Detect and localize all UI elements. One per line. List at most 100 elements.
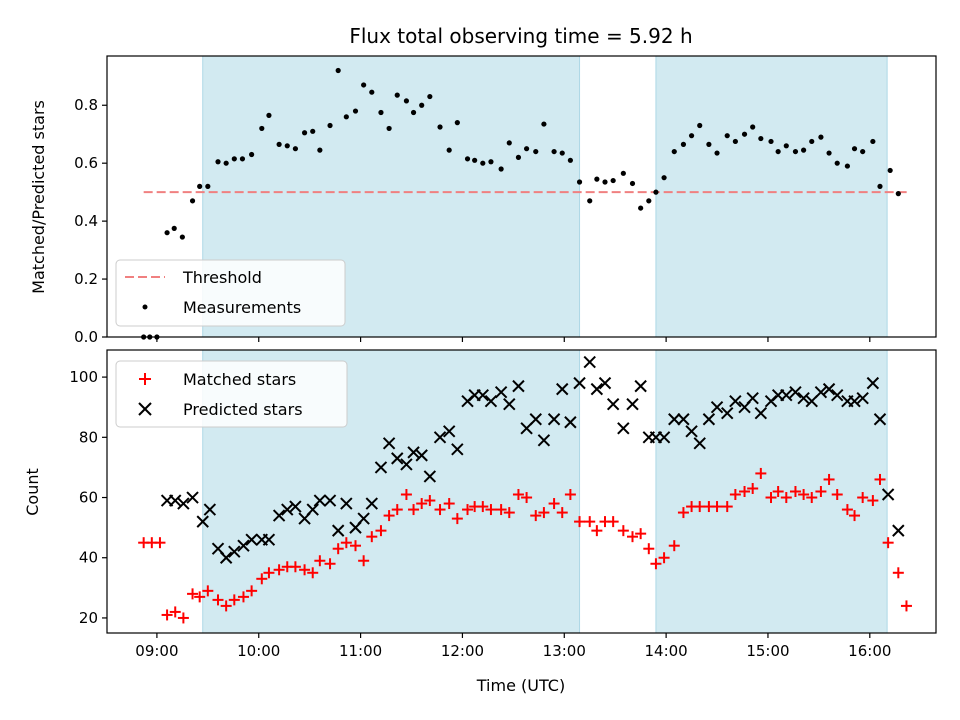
matched-point bbox=[564, 489, 576, 501]
predicted-point bbox=[693, 437, 706, 450]
bottom-legend: Matched stars Predicted stars bbox=[115, 360, 348, 428]
measurement-point bbox=[533, 148, 539, 155]
bottom-legend-box bbox=[115, 360, 348, 428]
matched-point bbox=[823, 473, 835, 485]
measurement-point bbox=[792, 148, 799, 155]
predicted-point bbox=[564, 416, 577, 429]
y-tick-label: 0.8 bbox=[74, 96, 98, 114]
matched-point bbox=[314, 555, 326, 567]
predicted-point bbox=[357, 512, 370, 525]
measurement-point bbox=[276, 141, 282, 147]
predicted-point bbox=[400, 458, 413, 471]
predicted-point bbox=[313, 494, 327, 507]
measurement-point bbox=[877, 183, 883, 189]
matched-point bbox=[462, 504, 474, 516]
measurement-point bbox=[844, 163, 850, 169]
measurement-point bbox=[541, 121, 547, 127]
matched-point bbox=[627, 531, 639, 543]
predicted-point bbox=[340, 497, 353, 510]
predicted-point bbox=[702, 413, 716, 426]
measurement-point bbox=[818, 134, 824, 140]
matched-point bbox=[841, 504, 853, 516]
matched-point bbox=[324, 558, 336, 570]
matched-point bbox=[273, 564, 285, 576]
measurement-point bbox=[834, 160, 840, 166]
predicted-point bbox=[657, 431, 671, 444]
matched-point bbox=[815, 486, 827, 497]
predicted-point bbox=[382, 437, 396, 450]
top-legend-box bbox=[115, 259, 346, 327]
measurement-point bbox=[706, 141, 712, 147]
matched-point bbox=[617, 525, 629, 537]
predicted-point bbox=[262, 533, 276, 546]
y-tick-label: 0.4 bbox=[74, 212, 98, 230]
y-tick-label: 40 bbox=[79, 549, 98, 567]
predicted-point bbox=[289, 500, 302, 513]
measurement-point bbox=[629, 180, 636, 187]
predicted-point bbox=[598, 376, 612, 390]
measurement-point bbox=[410, 109, 417, 116]
predicted-point bbox=[754, 407, 768, 420]
matched-point bbox=[789, 486, 801, 497]
measurement-point bbox=[506, 140, 512, 146]
matched-point bbox=[375, 525, 387, 537]
measurement-point bbox=[587, 198, 593, 204]
matched-point bbox=[194, 591, 206, 603]
predicted-point bbox=[451, 443, 464, 456]
measurement-point bbox=[239, 156, 246, 162]
matched-point bbox=[161, 609, 173, 621]
x-tick-label: 10:00 bbox=[237, 642, 280, 660]
predicted-point bbox=[685, 425, 698, 438]
bottom-y-ticks: 20 40 60 80 100 bbox=[69, 368, 107, 627]
matched-point bbox=[574, 516, 586, 528]
matched-point bbox=[237, 591, 249, 603]
matched-point bbox=[874, 473, 886, 485]
observing-window-2 bbox=[655, 55, 888, 338]
measurement-point bbox=[343, 114, 349, 120]
predicted-point bbox=[626, 397, 639, 411]
matched-point bbox=[755, 467, 767, 479]
measurement-point bbox=[680, 141, 687, 147]
measurement-point bbox=[189, 198, 196, 204]
matched-point bbox=[503, 507, 515, 519]
matched-star-points bbox=[138, 467, 912, 624]
measurement-point bbox=[284, 143, 290, 149]
matched-point bbox=[408, 504, 420, 516]
measurement-points bbox=[141, 67, 901, 340]
measurement-point bbox=[724, 133, 730, 139]
matched-point bbox=[538, 507, 550, 519]
matched-point bbox=[340, 537, 352, 549]
matched-point bbox=[584, 516, 596, 528]
measurement-point bbox=[403, 98, 410, 104]
matched-point bbox=[451, 513, 463, 525]
matched-point bbox=[867, 495, 879, 507]
predicted-point bbox=[169, 494, 182, 507]
predicted-point bbox=[789, 385, 802, 399]
measurement-point bbox=[671, 148, 677, 155]
predicted-point bbox=[272, 509, 286, 522]
measurement-point bbox=[851, 146, 858, 152]
matched-point bbox=[177, 612, 189, 624]
predicted-point bbox=[831, 388, 844, 402]
measurement-point bbox=[714, 150, 720, 156]
x-tick-label: 15:00 bbox=[746, 642, 789, 660]
top-y-ticks: 0.0 0.2 0.4 0.6 0.8 bbox=[74, 96, 107, 346]
matched-point bbox=[882, 537, 894, 549]
measurement-point bbox=[768, 138, 774, 145]
x-tick-label: 14:00 bbox=[644, 642, 687, 660]
matched-point bbox=[416, 498, 428, 510]
matched-point bbox=[495, 504, 507, 516]
matched-point bbox=[747, 482, 759, 494]
legend-matched-swatch bbox=[139, 373, 151, 385]
x-tick-label: 12:00 bbox=[441, 642, 484, 660]
matched-point bbox=[772, 486, 784, 497]
matched-point bbox=[711, 501, 723, 513]
measurement-point bbox=[758, 135, 764, 142]
matched-point bbox=[424, 495, 436, 507]
matched-point bbox=[643, 543, 655, 555]
measurement-point bbox=[870, 138, 876, 145]
measurement-point bbox=[741, 131, 748, 137]
predicted-point bbox=[281, 503, 294, 516]
predicted-point bbox=[529, 413, 542, 426]
measurement-point bbox=[171, 225, 177, 231]
